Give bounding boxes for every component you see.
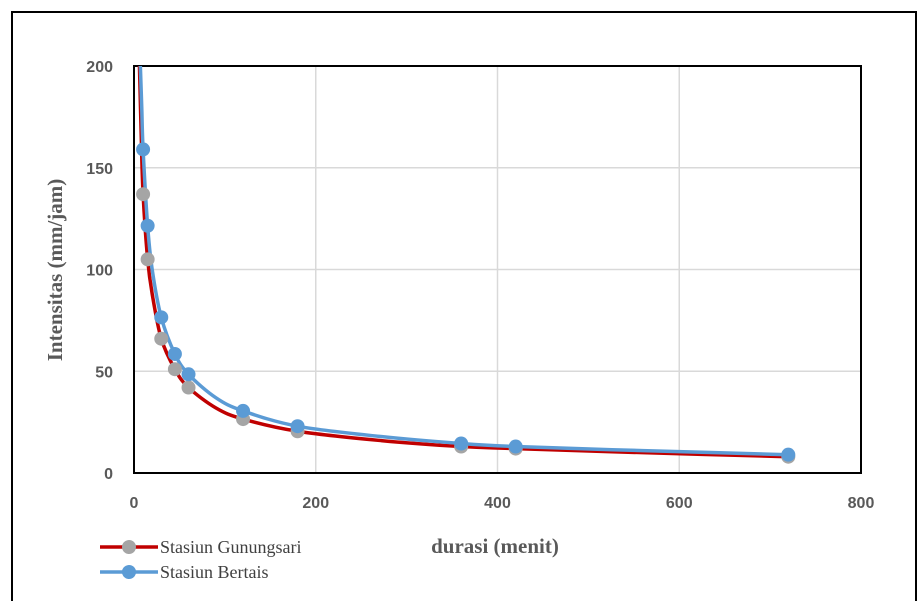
data-point-bertais xyxy=(154,310,169,325)
x-tick-label: 600 xyxy=(666,495,693,512)
data-point-gunungsari xyxy=(140,252,155,267)
data-point-bertais xyxy=(140,218,155,233)
data-point-bertais xyxy=(181,367,196,382)
x-axis-tick-labels: 0 200 400 600 800 xyxy=(130,495,875,512)
data-point-bertais xyxy=(290,419,305,434)
series-line-gunungsari xyxy=(137,65,789,459)
gridlines xyxy=(134,66,861,473)
data-point-bertais xyxy=(781,447,796,462)
data-point-bertais xyxy=(236,403,251,418)
chart-frame xyxy=(11,11,917,601)
data-point-bertais xyxy=(136,142,151,157)
legend-swatch-marker-gunungsari xyxy=(122,540,136,554)
series-line-bertais xyxy=(138,65,789,457)
y-tick-label: 0 xyxy=(104,466,113,483)
legend-label-bertais: Stasiun Bertais xyxy=(160,562,269,582)
y-tick-label: 50 xyxy=(95,364,113,381)
data-point-bertais xyxy=(508,439,523,454)
data-point-gunungsari xyxy=(181,380,196,395)
legend-swatch-marker-bertais xyxy=(122,565,136,579)
data-point-bertais xyxy=(167,346,182,361)
x-tick-label: 0 xyxy=(130,495,139,512)
y-tick-label: 100 xyxy=(86,263,113,280)
plot-area-border xyxy=(133,65,862,474)
legend-label-gunungsari: Stasiun Gunungsari xyxy=(160,537,302,557)
series-markers xyxy=(136,142,796,464)
data-point-gunungsari xyxy=(136,187,151,202)
data-point-gunungsari xyxy=(167,362,182,377)
series-lines xyxy=(137,65,789,459)
x-tick-label: 800 xyxy=(848,495,875,512)
data-point-bertais xyxy=(454,436,469,451)
y-axis-tick-labels: 0 50 100 150 200 xyxy=(86,59,113,483)
x-axis-title: durasi (menit) xyxy=(431,534,559,558)
legend: Stasiun Gunungsari Stasiun Bertais xyxy=(100,537,302,582)
data-point-gunungsari xyxy=(154,331,169,346)
y-tick-label: 150 xyxy=(86,161,113,178)
x-tick-label: 200 xyxy=(302,495,329,512)
y-axis-title: Intensitas (mm/jam) xyxy=(43,179,67,362)
y-tick-label: 200 xyxy=(86,59,113,76)
x-tick-label: 400 xyxy=(484,495,511,512)
